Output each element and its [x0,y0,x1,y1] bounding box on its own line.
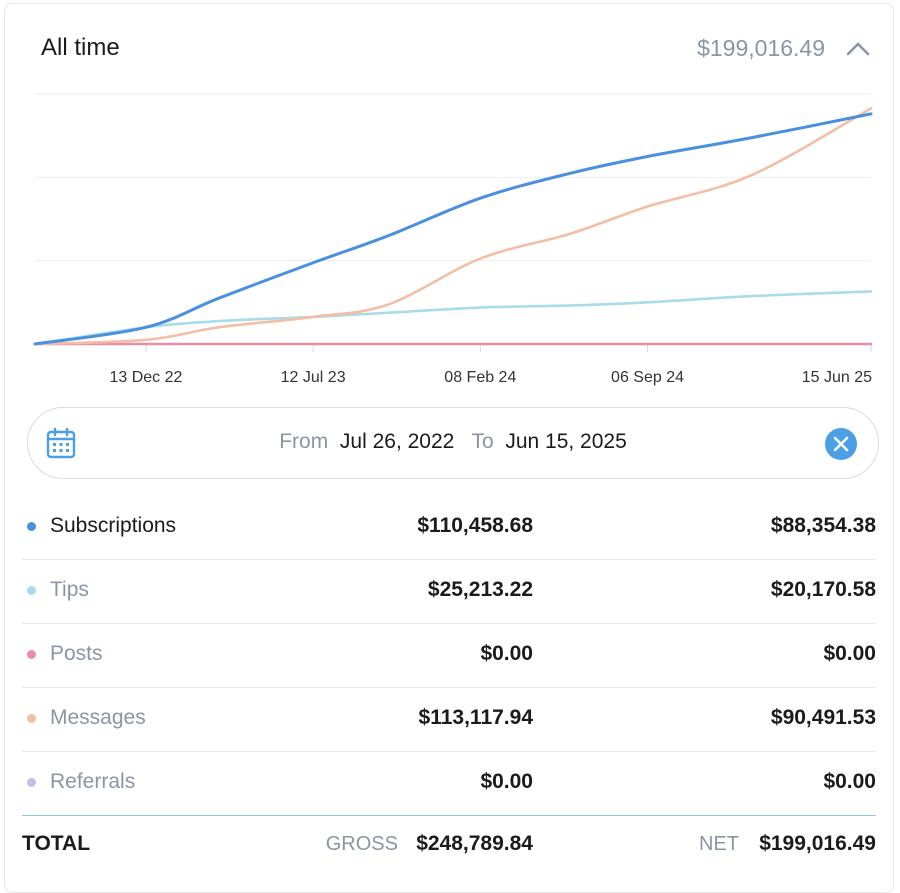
gross-label: GROSS [325,833,398,855]
row-label: Messages [50,706,146,729]
close-icon[interactable] [825,428,857,460]
row-gross: $0.00 [480,642,533,665]
calendar-icon[interactable] [46,427,76,459]
total-row: TOTAL GROSS $248,789.84 NET $199,016.49 [22,832,876,862]
row-label: Posts [50,642,103,665]
referrals-dot [27,778,36,787]
period-title: All time [41,34,120,61]
row-label: Tips [50,578,89,601]
date-range-picker[interactable]: From Jul 26, 2022 To Jun 15, 2025 [27,407,879,479]
earnings-line-chart: 13 Dec 22 12 Jul 23 08 Feb 24 06 Sep 24 15 J… [33,93,873,386]
row-gross: $110,458.68 [417,514,533,537]
series-line-subscriptions [33,112,873,346]
x-tick-label: 08 Feb 24 [444,369,516,386]
row-referrals[interactable]: Referrals $0.00 $0.00 [22,752,876,816]
row-gross: $25,213.22 [427,578,533,601]
chevron-up-icon[interactable] [845,38,871,58]
from-date[interactable]: Jul 26, 2022 [339,430,455,453]
row-net: $90,491.53 [770,706,876,729]
x-tick-label: 12 Jul 23 [281,369,346,386]
date-range-text[interactable]: From Jul 26, 2022 To Jun 15, 2025 [28,430,878,454]
net-total: $199,016.49 [759,832,876,855]
from-label: From [279,430,329,453]
subscriptions-dot [27,522,36,531]
row-net: $0.00 [823,642,876,665]
tips-dot [27,586,36,595]
x-tick-label: 15 Jun 25 [802,369,872,386]
to-label: To [471,430,494,453]
row-net: $20,170.58 [770,578,876,601]
series-line-tips [33,290,873,346]
x-tick-label: 06 Sep 24 [611,369,684,386]
messages-dot [27,714,36,723]
gross-total: $248,789.84 [416,832,533,855]
row-posts[interactable]: Posts $0.00 $0.00 [22,624,876,688]
row-gross: $113,117.94 [418,706,533,729]
row-label: Referrals [50,770,136,793]
posts-dot [27,650,36,659]
row-net: $0.00 [823,770,876,793]
clear-dates-button[interactable] [825,428,857,460]
row-messages[interactable]: Messages $113,117.94 $90,491.53 [22,688,876,752]
row-gross: $0.00 [480,770,533,793]
to-date[interactable]: Jun 15, 2025 [505,430,627,453]
row-subscriptions[interactable]: Subscriptions $110,458.68 $88,354.38 [22,496,876,560]
series-line-messages [33,107,873,346]
net-label: NET [699,833,739,855]
row-net: $88,354.38 [770,514,876,537]
header-total: $199,016.49 [697,35,825,61]
total-label: TOTAL [22,832,91,855]
x-tick-label: 13 Dec 22 [109,369,182,386]
earnings-breakdown: Subscriptions $110,458.68 $88,354.38 Tip… [22,496,876,816]
row-label: Subscriptions [50,514,177,537]
row-tips[interactable]: Tips $25,213.22 $20,170.58 [22,560,876,624]
earnings-card: All time $199,016.49 13 Dec 22 12 Jul 23 0… [4,3,894,893]
card-header[interactable]: All time $199,016.49 [41,34,871,66]
